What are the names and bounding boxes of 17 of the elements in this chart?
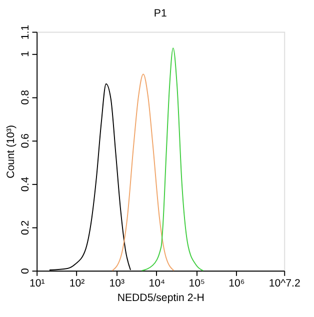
x-tick-label: 10^7.2 <box>268 278 300 290</box>
chart-title: P1 <box>154 8 167 20</box>
x-tick-label: 10⁵ <box>188 278 205 290</box>
x-tick-label: 10³ <box>109 278 126 290</box>
y-tick-label: 0.8 <box>19 90 32 105</box>
x-tick-label: 10⁶ <box>228 278 245 290</box>
x-tick-label: 10¹ <box>29 278 46 290</box>
y-tick-label: 0.4 <box>19 176 32 192</box>
y-tick-label: 0.2 <box>19 220 32 236</box>
y-tick-label: 0.6 <box>19 133 32 148</box>
y-tick-label: 0 <box>19 268 32 274</box>
x-tick-label: 10⁴ <box>148 278 166 290</box>
x-axis-title: NEDD5/septin 2-H <box>117 292 204 304</box>
y-axis-title: Count (10³) <box>4 124 17 178</box>
y-tick-label: 1 <box>19 50 32 57</box>
y-tick-label: 1.1 <box>19 24 32 40</box>
x-tick-label: 10² <box>69 278 86 290</box>
